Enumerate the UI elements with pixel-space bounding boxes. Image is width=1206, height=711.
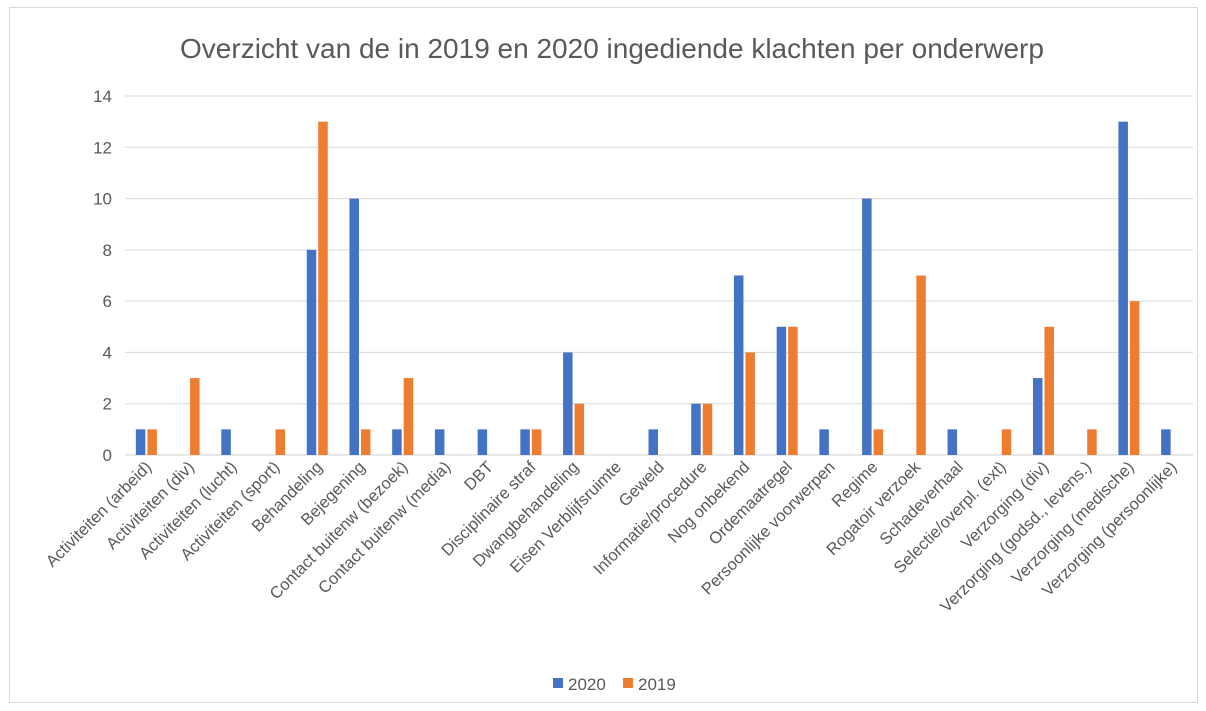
bar-2019	[531, 429, 542, 455]
bar-2019	[1129, 301, 1140, 455]
y-tick-label: 8	[103, 241, 112, 260]
y-tick-label: 12	[93, 138, 112, 157]
bar-2019	[1087, 429, 1097, 455]
bar-2020	[349, 198, 359, 456]
bar-2020	[691, 403, 701, 455]
y-tick-label: 6	[103, 292, 112, 311]
chart-area	[9, 7, 1198, 703]
bar-2019	[147, 429, 157, 455]
bar-2020	[1032, 378, 1043, 455]
y-tick-label: 14	[93, 87, 112, 106]
bar-2020	[563, 352, 573, 455]
bar-2019	[574, 403, 585, 455]
bar-2019	[318, 121, 328, 456]
legend-label-2019: 2019	[638, 675, 676, 694]
bar-2020	[392, 429, 402, 455]
bar-2020	[221, 429, 231, 455]
bar-2019	[788, 326, 798, 455]
y-tick-label: 2	[103, 395, 112, 414]
bars	[135, 121, 1171, 456]
bar-2020	[306, 249, 317, 455]
y-tick-label: 4	[103, 343, 112, 362]
y-tick-label: 10	[93, 190, 112, 209]
bar-2019	[275, 429, 286, 455]
y-axis-ticks: 0 2 4 6 8 10 12 14	[93, 87, 112, 465]
bar-2019	[745, 352, 755, 455]
y-tick-label: 0	[103, 446, 112, 465]
chart-title: Overzicht van de in 2019 en 2020 ingedie…	[180, 33, 1044, 64]
bar-2020	[776, 326, 787, 455]
bar-2020	[819, 429, 829, 455]
bar-2019	[916, 275, 926, 455]
bar-2019	[403, 378, 414, 455]
legend-swatch-2020	[553, 678, 563, 688]
bar-2020	[733, 275, 744, 455]
bar-2019	[1044, 326, 1054, 455]
bar-2019	[360, 429, 371, 455]
bar-2019	[873, 429, 884, 455]
legend-swatch-2019	[623, 678, 633, 688]
bar-2020	[520, 429, 530, 455]
gridlines	[125, 95, 1193, 456]
bar-2019	[702, 403, 713, 455]
bar-2020	[862, 198, 872, 456]
legend: 2020 2019	[553, 675, 676, 694]
legend-label-2020: 2020	[568, 675, 606, 694]
bar-2020	[434, 429, 445, 455]
bar-2019	[1001, 429, 1012, 455]
x-tick-label: DBT	[461, 458, 497, 494]
bar-2020	[135, 429, 146, 455]
bar-2020	[1161, 429, 1171, 455]
bar-2019	[190, 378, 200, 455]
bar-2020	[648, 429, 658, 455]
bar-2020	[1118, 121, 1128, 456]
x-axis-labels: Activiteiten (arbeid)Activiteiten (div)A…	[43, 458, 1181, 617]
bar-2020	[477, 429, 488, 455]
bar-2020	[947, 429, 958, 455]
